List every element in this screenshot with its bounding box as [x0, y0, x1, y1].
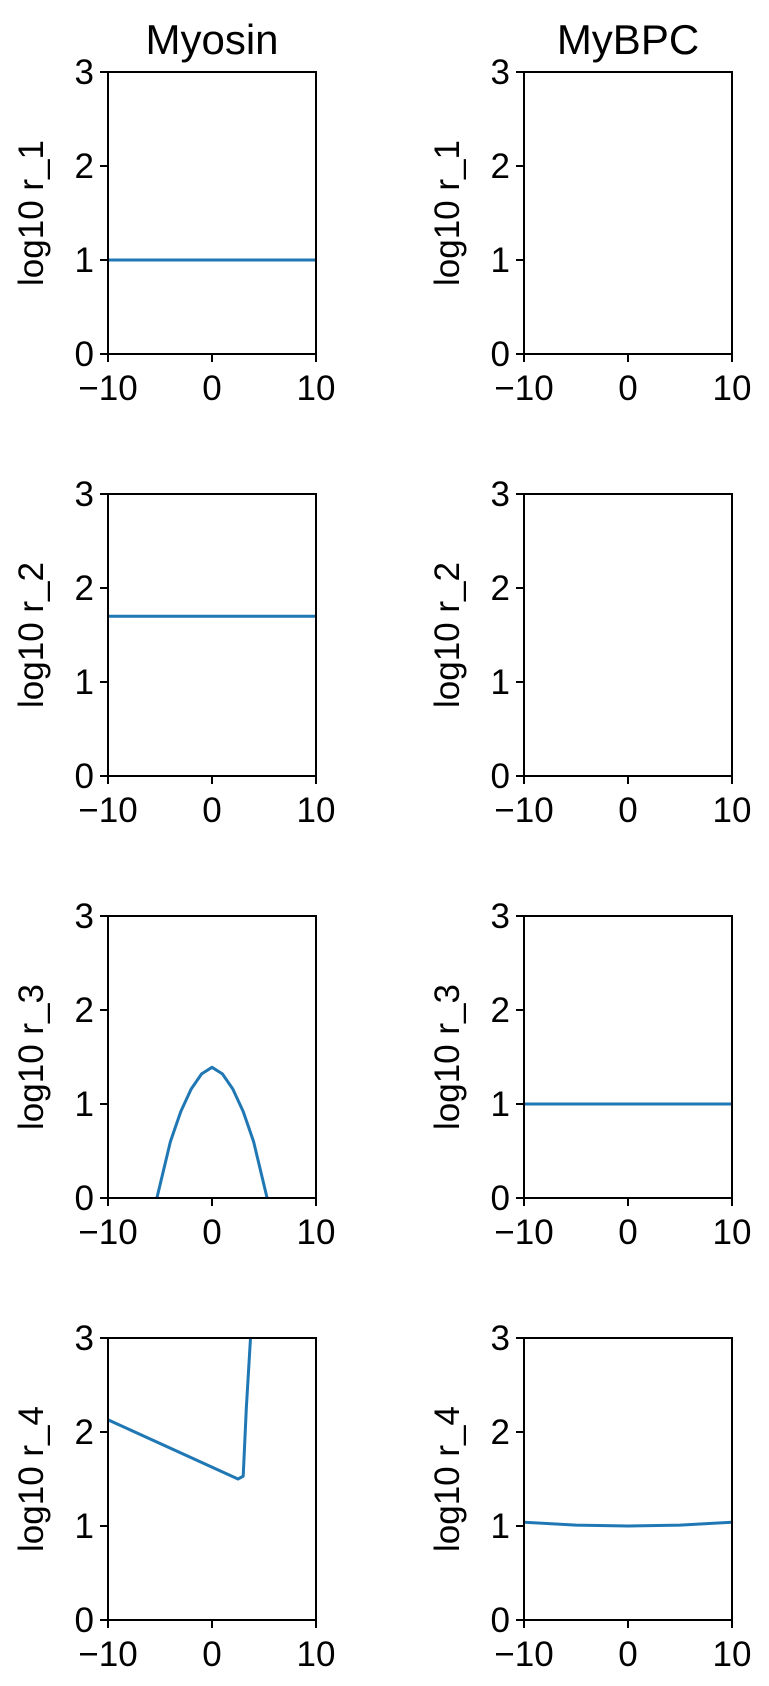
x-tick-label: −10 — [494, 1635, 553, 1674]
y-tick-label: 3 — [75, 53, 94, 92]
axes-frame — [107, 915, 317, 1199]
y-tick-label: 0 — [491, 757, 510, 796]
y-tick-label: 3 — [75, 1319, 94, 1358]
y-tick-label: 1 — [75, 663, 94, 702]
y-axis-label: log10 r_2 — [12, 562, 51, 708]
x-tick-label: 0 — [618, 1213, 637, 1252]
y-tick-label: 0 — [75, 335, 94, 374]
series-line — [108, 1338, 252, 1481]
x-tick-label: 0 — [618, 369, 637, 408]
y-tick-label: 1 — [75, 1507, 94, 1546]
x-tick-label: 0 — [202, 1213, 221, 1252]
axes-frame — [523, 493, 733, 777]
x-tick-label: 10 — [297, 1635, 336, 1674]
y-axis-label: log10 r_4 — [12, 1406, 51, 1552]
axes-frame — [523, 1337, 733, 1621]
x-tick-label: −10 — [78, 369, 137, 408]
x-tick-label: 0 — [202, 1635, 221, 1674]
x-tick-label: −10 — [78, 1213, 137, 1252]
x-tick-label: −10 — [494, 1213, 553, 1252]
y-tick-label: 0 — [491, 1601, 510, 1640]
y-tick-label: 2 — [75, 147, 94, 186]
y-axis-label: log10 r_1 — [428, 140, 467, 286]
x-tick-label: 0 — [202, 791, 221, 830]
y-tick-label: 1 — [491, 1507, 510, 1546]
x-tick-label: −10 — [494, 369, 553, 408]
y-tick-label: 2 — [75, 991, 94, 1030]
y-tick-label: 3 — [75, 897, 94, 936]
x-tick-label: 10 — [713, 1213, 752, 1252]
x-tick-label: 0 — [618, 1635, 637, 1674]
y-tick-label: 0 — [75, 1601, 94, 1640]
y-tick-label: 3 — [491, 1319, 510, 1358]
x-tick-label: 0 — [618, 791, 637, 830]
column-title: Myosin — [145, 16, 278, 63]
y-tick-label: 1 — [75, 241, 94, 280]
x-tick-label: −10 — [494, 791, 553, 830]
axes-frame — [107, 71, 317, 355]
y-axis-label: log10 r_3 — [12, 984, 51, 1130]
x-tick-label: 10 — [297, 791, 336, 830]
x-tick-label: 10 — [713, 1635, 752, 1674]
y-axis-label: log10 r_3 — [428, 984, 467, 1130]
y-tick-label: 2 — [75, 1413, 94, 1452]
y-tick-label: 1 — [491, 1085, 510, 1124]
y-axis-label: log10 r_4 — [428, 1406, 467, 1552]
column-title: MyBPC — [557, 16, 699, 63]
y-axis-label: log10 r_2 — [428, 562, 467, 708]
y-tick-label: 0 — [75, 1179, 94, 1218]
y-tick-label: 2 — [491, 147, 510, 186]
y-tick-label: 2 — [75, 569, 94, 608]
y-tick-label: 2 — [491, 569, 510, 608]
y-tick-label: 3 — [491, 475, 510, 514]
y-tick-label: 0 — [491, 335, 510, 374]
y-tick-label: 1 — [491, 663, 510, 702]
y-tick-label: 1 — [491, 241, 510, 280]
y-tick-label: 0 — [491, 1179, 510, 1218]
axes-frame — [107, 493, 317, 777]
x-tick-label: 0 — [202, 369, 221, 408]
y-tick-label: 3 — [75, 475, 94, 514]
x-tick-label: 10 — [297, 369, 336, 408]
y-tick-label: 3 — [491, 897, 510, 936]
series-line — [524, 1520, 732, 1528]
axes-frame — [107, 1337, 317, 1621]
y-tick-label: 2 — [491, 1413, 510, 1452]
x-tick-label: 10 — [297, 1213, 336, 1252]
y-axis-label: log10 r_1 — [12, 140, 51, 286]
x-tick-label: −10 — [78, 791, 137, 830]
axes-frame — [523, 71, 733, 355]
y-tick-label: 3 — [491, 53, 510, 92]
x-tick-label: 10 — [713, 791, 752, 830]
y-tick-label: 0 — [75, 757, 94, 796]
axes-frame — [523, 915, 733, 1199]
y-tick-label: 2 — [491, 991, 510, 1030]
series-line — [155, 1065, 269, 1198]
y-tick-label: 1 — [75, 1085, 94, 1124]
x-tick-label: −10 — [78, 1635, 137, 1674]
x-tick-label: 10 — [713, 369, 752, 408]
